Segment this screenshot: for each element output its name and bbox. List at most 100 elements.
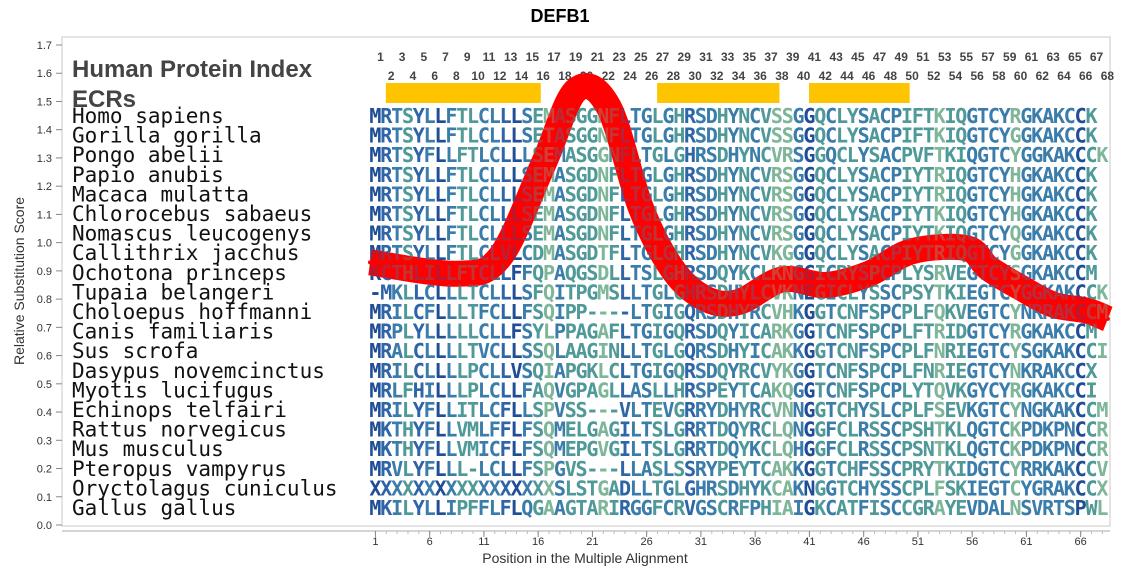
residue: G (966, 163, 978, 187)
residue: T (923, 182, 935, 206)
position-label: 44 (840, 69, 854, 83)
residue: S (858, 163, 870, 187)
residue: Y (413, 143, 425, 167)
y-tick-label: 1.4 (37, 125, 52, 137)
residue: L (424, 124, 436, 148)
residue: R (934, 182, 947, 206)
residue: L (467, 124, 479, 148)
residue: I (901, 182, 913, 206)
position-label: 38 (775, 69, 789, 83)
residue: Y (999, 104, 1011, 128)
residue: R (771, 163, 784, 187)
species-label: Canis familiaris (72, 320, 274, 344)
residue: L (424, 182, 436, 206)
residue: C (879, 182, 891, 206)
residue: D (706, 104, 718, 128)
residue: L (489, 163, 501, 187)
residue: C (749, 182, 761, 206)
residue: S (771, 104, 783, 128)
position-label: 66 (1079, 69, 1093, 83)
residue: G (641, 104, 653, 128)
species-label: Gorilla gorilla (72, 124, 262, 148)
residue: L (521, 143, 533, 167)
residue: H (673, 104, 685, 128)
residue: C (879, 124, 891, 148)
residue: S (782, 124, 794, 148)
residue: G (662, 104, 674, 128)
residue: G (1020, 163, 1032, 187)
residue: G (576, 182, 588, 206)
residue: F (445, 182, 457, 206)
position-label: 1 (377, 50, 384, 64)
residue: G (586, 124, 598, 148)
residue: S (771, 124, 783, 148)
position-label: 34 (732, 69, 746, 83)
residue-overlay: M (1096, 300, 1108, 324)
position-label: 25 (634, 50, 648, 64)
position-label: 32 (710, 69, 724, 83)
residue: H (727, 143, 739, 167)
residue: D (586, 182, 598, 206)
residue: H (673, 163, 685, 187)
residue: K (1031, 104, 1043, 128)
position-label: 5 (420, 50, 427, 64)
residue: T (923, 124, 935, 148)
residue: V (760, 104, 772, 128)
residue: S (521, 124, 533, 148)
residue: I (944, 104, 956, 128)
residue: L (435, 143, 447, 167)
position-label: 9 (464, 50, 471, 64)
position-label: 19 (569, 50, 583, 64)
residue: G (576, 124, 588, 148)
residue: L (424, 163, 436, 187)
position-label: 53 (938, 50, 952, 64)
residue: L (467, 163, 479, 187)
residue: S (521, 104, 533, 128)
residue: L (847, 143, 859, 167)
residue: C (1075, 143, 1087, 167)
residue: S (565, 163, 577, 187)
position-label: 26 (645, 69, 659, 83)
position-label: 54 (949, 69, 963, 83)
position-label: 62 (1036, 69, 1050, 83)
residue: Y (727, 163, 739, 187)
residue: A (554, 182, 566, 206)
residue: Y (413, 182, 425, 206)
residue: F (445, 163, 457, 187)
residue: I (944, 124, 956, 148)
residue: G (673, 143, 685, 167)
residue: V (760, 182, 772, 206)
species-label: Oryctolagus cuniculus (72, 476, 338, 500)
residue: T (641, 143, 653, 167)
residue: C (760, 143, 772, 167)
position-label: 52 (927, 69, 941, 83)
position-label: 61 (1025, 50, 1039, 64)
position-label: 50 (905, 69, 919, 83)
residue: K (1086, 104, 1098, 128)
residue: A (1042, 163, 1054, 187)
residue: A (565, 143, 577, 167)
residue: F (923, 143, 935, 167)
position-label: 12 (493, 69, 507, 83)
y-tick-label: 0.3 (37, 435, 52, 447)
residue: Q (814, 182, 826, 206)
residue: L (435, 163, 447, 187)
residue: R (1010, 104, 1023, 128)
residue: C (478, 163, 490, 187)
residue: D (706, 182, 718, 206)
residue: T (456, 163, 468, 187)
species-label: Myotis lucifugus (72, 378, 274, 402)
position-label: 59 (1003, 50, 1017, 64)
ecr-bar (385, 83, 541, 103)
residue: P (890, 124, 902, 148)
residue: Q (814, 163, 826, 187)
residue: K (1053, 163, 1065, 187)
position-label: 55 (960, 50, 974, 64)
residue: G (793, 124, 805, 148)
y-tick-label: 0.8 (37, 294, 52, 306)
residue: G (1020, 124, 1032, 148)
residue: G (977, 143, 989, 167)
residue: L (489, 104, 501, 128)
species-label: Choloepus hoffmanni (72, 300, 312, 324)
